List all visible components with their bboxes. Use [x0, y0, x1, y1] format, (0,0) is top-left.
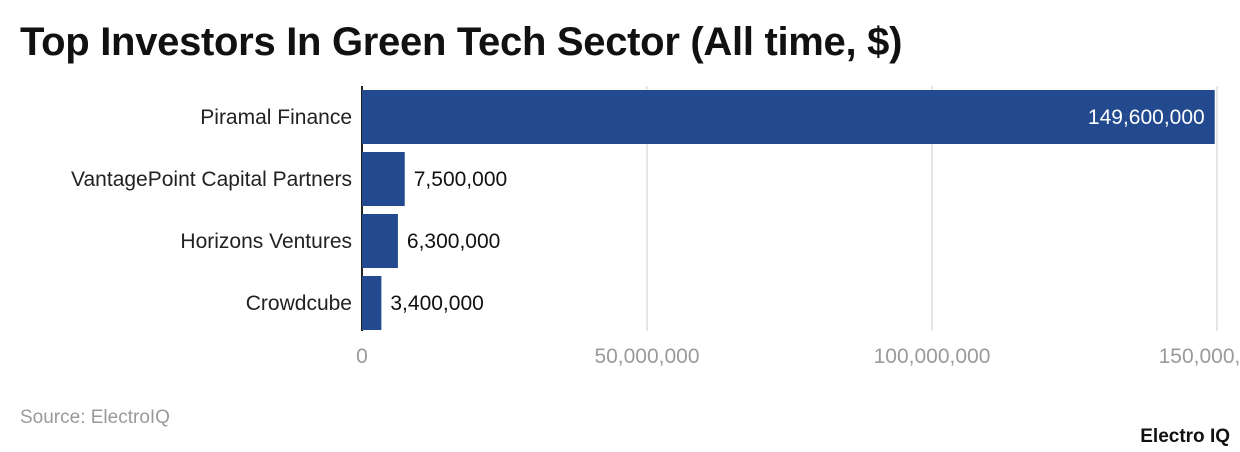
- x-tick-label: 50,000,000: [594, 345, 699, 368]
- value-label: 7,500,000: [414, 168, 507, 191]
- bar: [362, 152, 405, 206]
- brand-logo: Electro IQ: [1140, 426, 1230, 447]
- source-note: Source: ElectroIQ: [20, 407, 170, 428]
- x-axis-ticks: 0 50,000,000 100,000,000 150,000,000: [356, 345, 1240, 368]
- category-label: Horizons Ventures: [180, 230, 352, 253]
- category-label: VantagePoint Capital Partners: [71, 168, 352, 191]
- bar: [362, 214, 398, 268]
- value-label: 3,400,000: [390, 292, 483, 315]
- labels: Piramal Finance 149,600,000 VantagePoint C…: [71, 106, 1205, 315]
- category-label: Piramal Finance: [200, 106, 352, 129]
- category-label: Crowdcube: [246, 292, 352, 315]
- bar: [362, 90, 1215, 144]
- x-tick-label: 0: [356, 345, 368, 368]
- x-tick-label: 150,000,000: [1159, 345, 1240, 368]
- chart-title: Top Investors In Green Tech Sector (All …: [20, 20, 903, 64]
- bar: [362, 276, 382, 330]
- x-tick-label: 100,000,000: [874, 345, 991, 368]
- value-label: 6,300,000: [407, 230, 500, 253]
- value-label: 149,600,000: [1088, 106, 1205, 129]
- bars: [362, 90, 1215, 330]
